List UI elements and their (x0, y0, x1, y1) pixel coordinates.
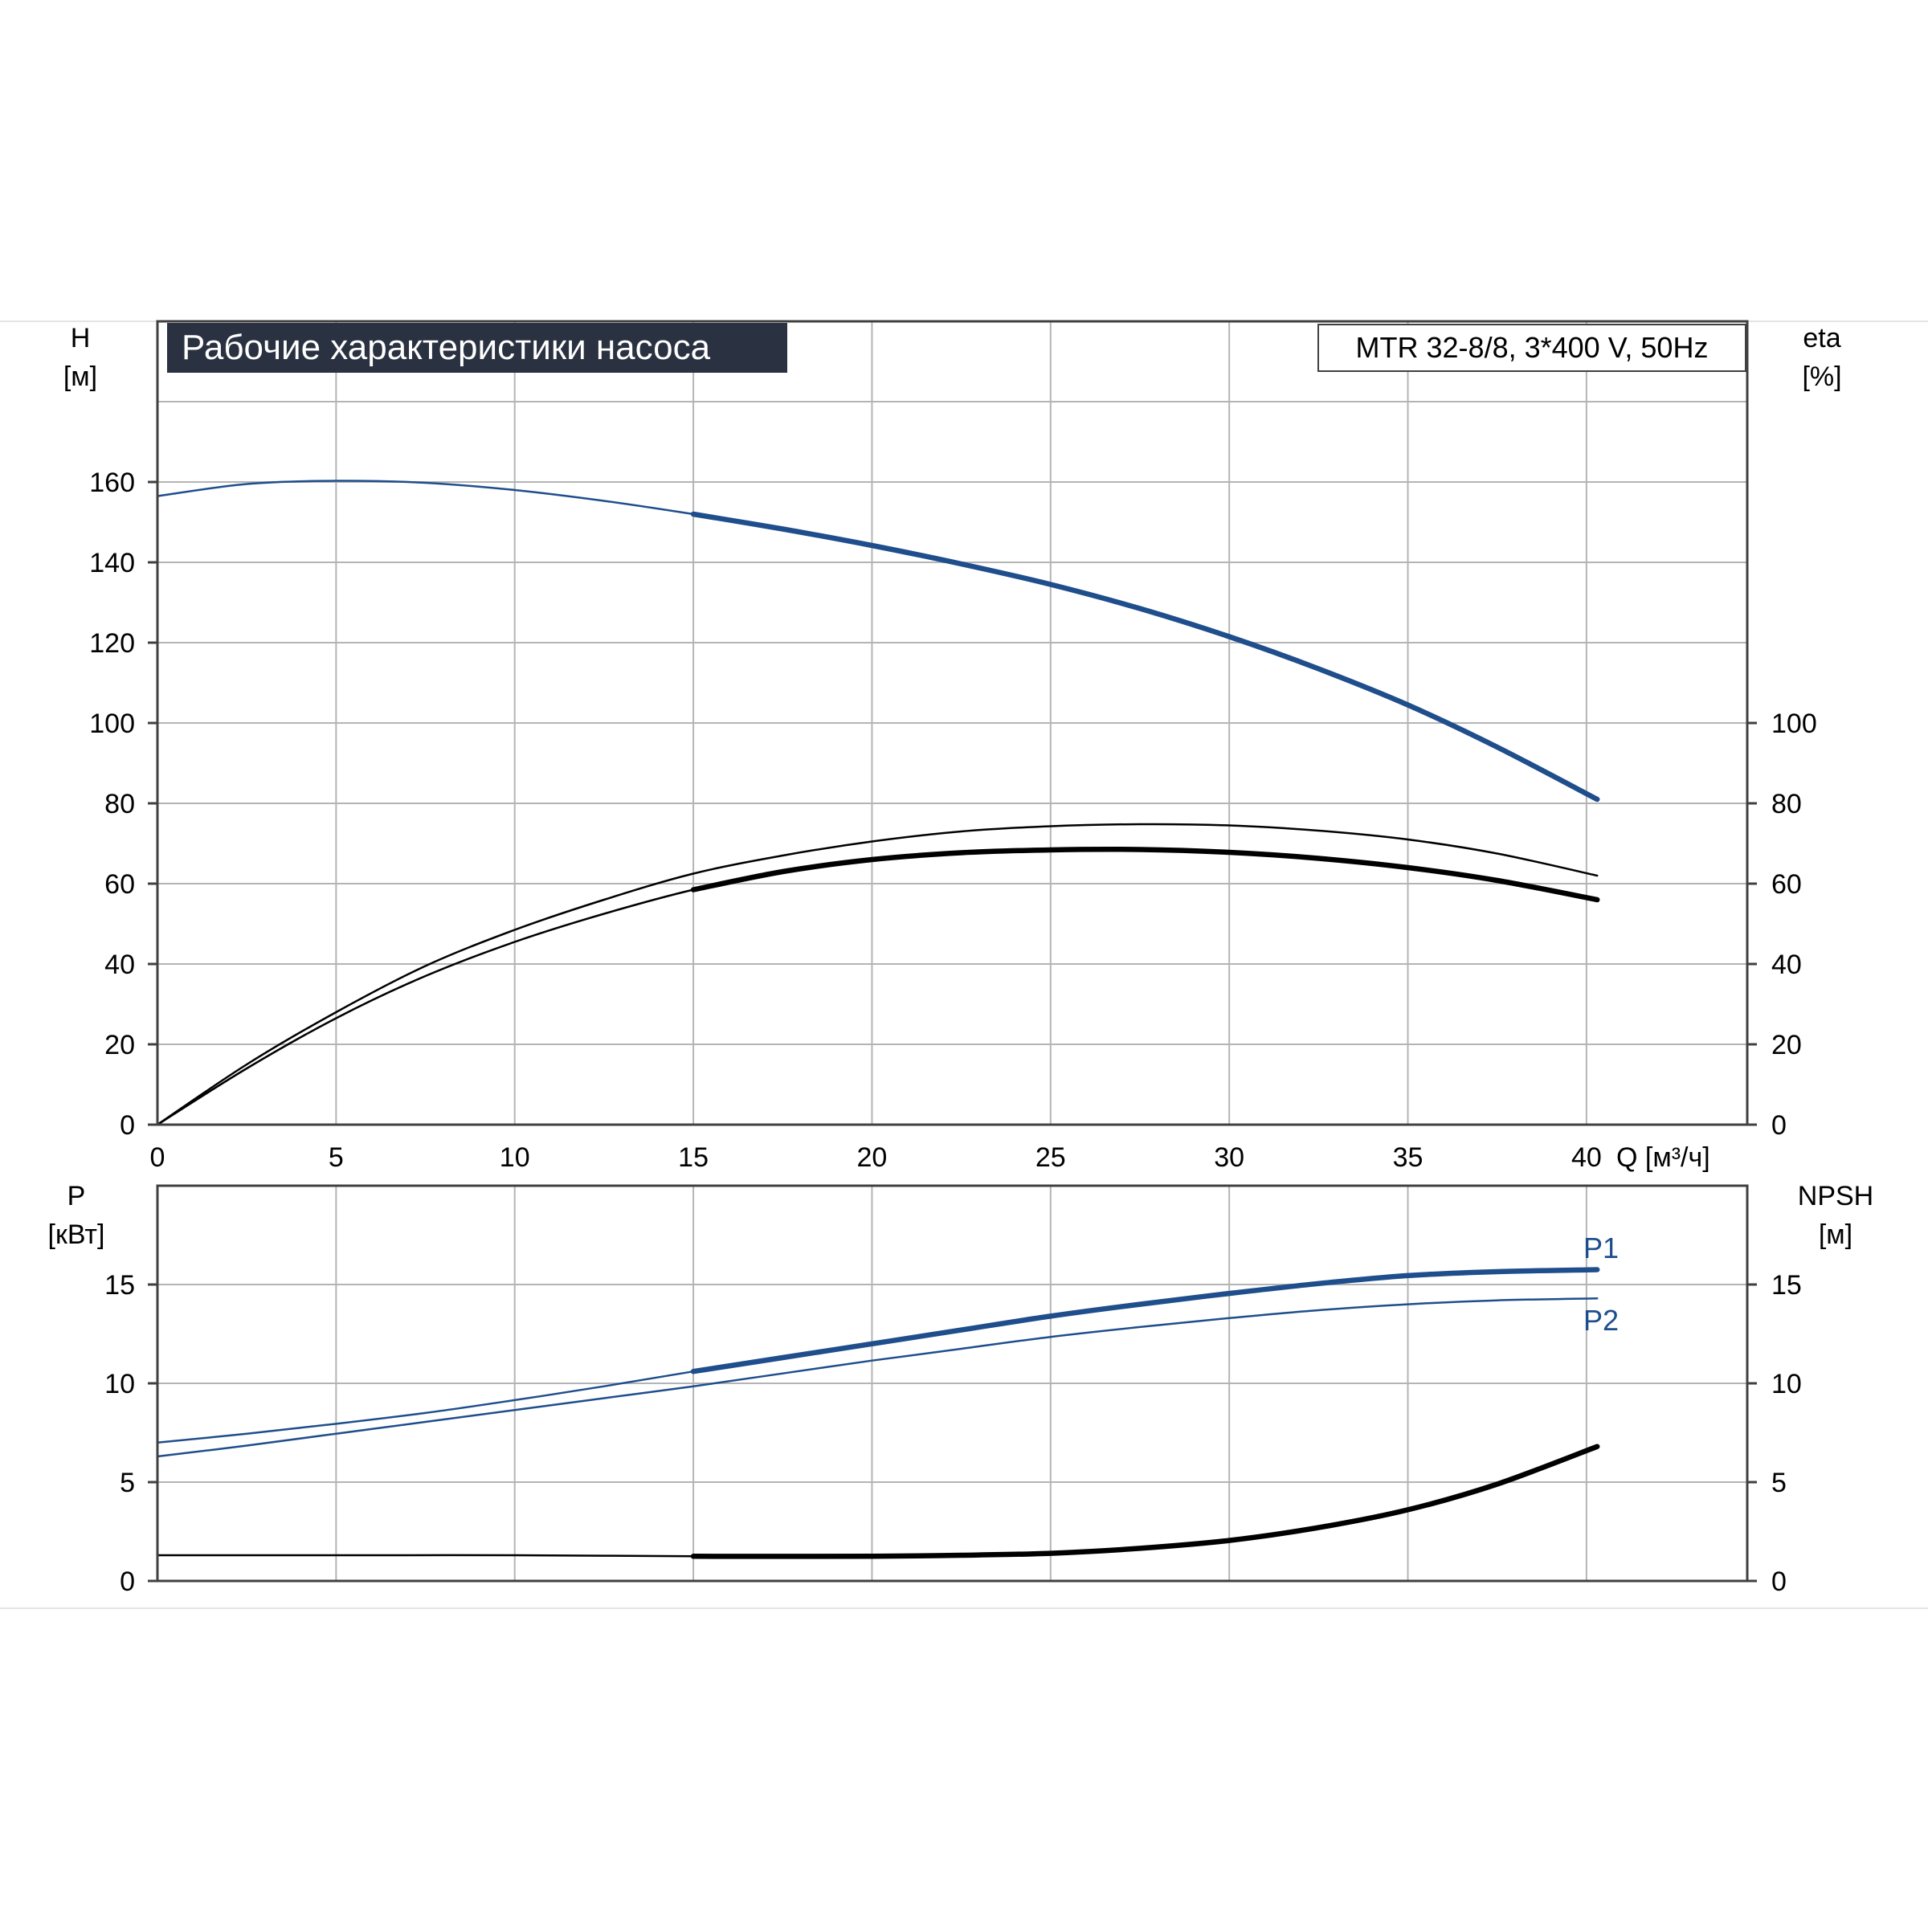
x-tick-label: 40 (1571, 1142, 1602, 1173)
series-line-top-2 (156, 848, 1599, 1126)
x-tick-label: 30 (1214, 1142, 1244, 1173)
left-tick-label: 140 (89, 548, 135, 578)
top-right-axis-unit: [%] (1802, 361, 1841, 392)
top-left-axis-unit: [м] (63, 361, 97, 392)
series-line-bottom-0 (156, 1268, 1599, 1444)
right-tick-label: 40 (1771, 950, 1802, 980)
series-line-emphasis-bottom-0 (690, 1267, 1600, 1374)
left-tick-label: 0 (120, 1566, 135, 1597)
model-badge-bg (1317, 324, 1746, 372)
bottom-tick-labels: 0 5 10 15 0 5 10 15 (104, 1270, 1802, 1597)
chart-title: Рабочие характеристики насоса (182, 328, 711, 367)
x-tick-label: 5 (329, 1142, 344, 1173)
bottom-series-group (156, 1267, 1600, 1559)
right-tick-label: 5 (1771, 1468, 1787, 1498)
x-tick-label: 15 (678, 1142, 709, 1173)
x-tick-label: 20 (857, 1142, 888, 1173)
x-tick-label: 0 (150, 1142, 165, 1173)
series-line-emphasis-top-2 (690, 847, 1600, 903)
right-tick-label: 10 (1771, 1369, 1802, 1399)
left-tick-label: 20 (104, 1030, 135, 1060)
right-tick-label: 20 (1771, 1030, 1802, 1060)
right-tick-label: 100 (1771, 709, 1817, 739)
series-line-bottom-1 (156, 1297, 1599, 1458)
model-label: MTR 32-8/8, 3*400 V, 50Hz (1356, 331, 1709, 364)
left-tick-label: 120 (89, 628, 135, 659)
top-left-axis-name: H (71, 323, 91, 353)
x-tick-label: 35 (1393, 1142, 1424, 1173)
bottom-gridlines (157, 1186, 1747, 1581)
top-series-group (156, 480, 1600, 1126)
right-tick-label: 0 (1771, 1566, 1787, 1597)
series-label-p2: P2 (1583, 1304, 1619, 1337)
bottom-left-axis-unit: [кВт] (48, 1219, 105, 1250)
bottom-right-axis-name: NPSH (1798, 1181, 1873, 1211)
left-tick-label: 10 (104, 1369, 135, 1399)
right-tick-label: 15 (1771, 1270, 1802, 1301)
x-tick-label: 25 (1035, 1142, 1066, 1173)
series-label-p1: P1 (1583, 1231, 1619, 1264)
series-line-top-1 (156, 823, 1599, 1126)
x-tick-label: 10 (500, 1142, 530, 1173)
left-tick-label: 60 (104, 869, 135, 900)
right-tick-label: 60 (1771, 869, 1802, 900)
top-right-axis-name: eta (1803, 323, 1840, 353)
left-tick-label: 40 (104, 950, 135, 980)
series-line-bottom-2 (156, 1445, 1599, 1558)
series-line-top-0 (156, 480, 1599, 801)
series-line-emphasis-bottom-2 (690, 1444, 1600, 1559)
bottom-right-axis-unit: [м] (1819, 1219, 1852, 1250)
left-tick-label: 80 (104, 789, 135, 819)
bottom-left-axis-name: P (67, 1181, 86, 1211)
top-tick-labels: 0 20 40 60 80 100 120 140 160 0 20 40 60 80 100 0 5 10 15 2… (89, 468, 1816, 1173)
x-axis-label: Q [м³/ч] (1616, 1142, 1710, 1173)
left-tick-label: 0 (120, 1110, 135, 1141)
top-gridlines (157, 321, 1747, 1125)
left-tick-label: 5 (120, 1468, 135, 1498)
left-tick-label: 160 (89, 468, 135, 498)
right-tick-label: 80 (1771, 789, 1802, 819)
title-badge-bg (167, 323, 787, 373)
left-tick-label: 15 (104, 1270, 135, 1301)
right-tick-label: 0 (1771, 1110, 1787, 1141)
left-tick-label: 100 (89, 709, 135, 739)
series-line-emphasis-top-0 (690, 511, 1600, 803)
